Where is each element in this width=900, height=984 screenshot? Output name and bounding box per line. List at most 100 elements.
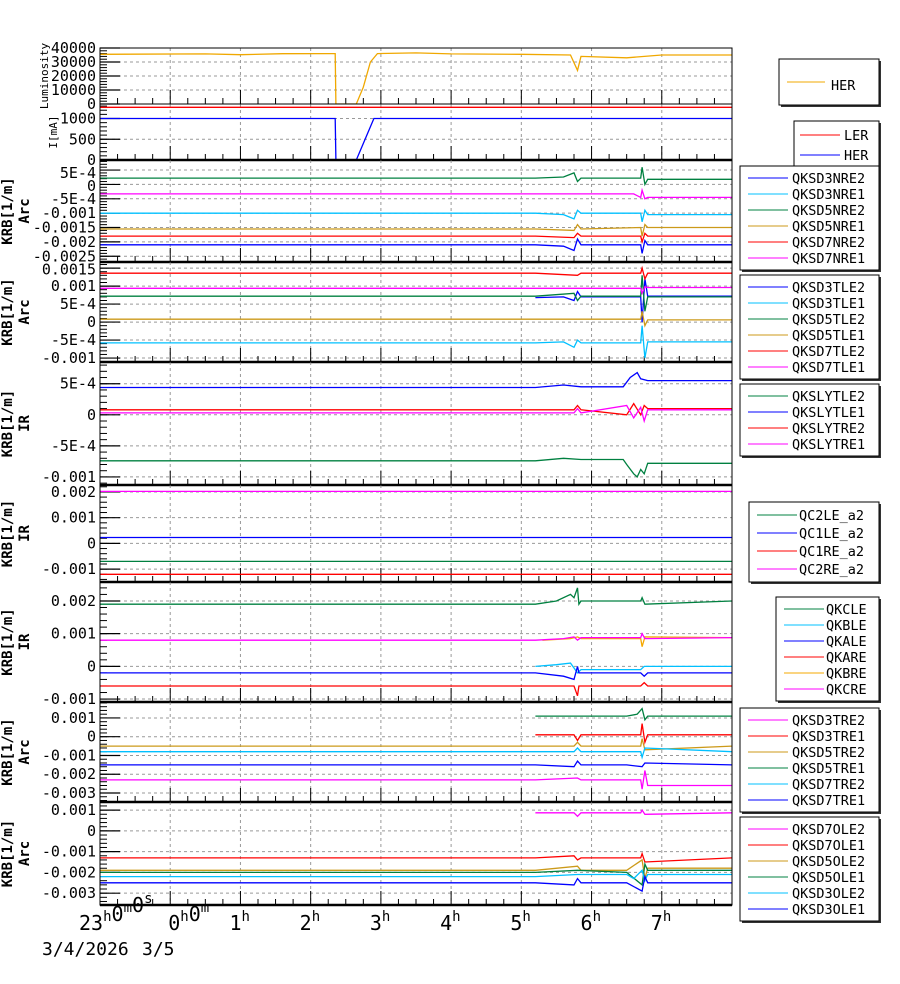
- plot-frame: [99, 581, 733, 703]
- series-her: [100, 52, 732, 104]
- y-tick-label: -0.0025: [33, 247, 96, 265]
- series-qkcre: [100, 632, 732, 642]
- y-tick-label: -0.001: [42, 349, 96, 367]
- y-tick-label: -0.002: [42, 765, 96, 783]
- series-qksd5tle2: [100, 275, 732, 312]
- y-tick-label: 0.002: [51, 592, 96, 610]
- x-tick-label-part: h: [382, 909, 390, 925]
- legend-panel-9: QKSD7OLE2QKSD7OLE1QKSD5OLE2QKSD5OLE1QKSD…: [739, 816, 881, 923]
- y-tick-label: -0.003: [42, 784, 96, 802]
- series-qksd5ole2: [100, 858, 732, 879]
- legend-panel-2: LER HER: [793, 120, 881, 171]
- y-tick-label: -0.001: [42, 468, 96, 486]
- x-tick-label-part: m: [201, 900, 209, 916]
- y-axis-sublabel: Arc: [17, 198, 33, 223]
- legend-entry: QKBLE: [826, 618, 867, 634]
- y-tick-label: 0.002: [51, 483, 96, 501]
- legend-entry: QKSD3NRE1: [792, 187, 865, 203]
- legend-entry: QKSLYTLE2: [792, 389, 865, 405]
- y-tick-label: 10000: [51, 81, 96, 99]
- legend-entry: QKSLYTRE2: [792, 421, 865, 437]
- legend-entry: QKSD3TRE1: [792, 729, 865, 745]
- y-tick-label: 0: [87, 313, 96, 331]
- y-tick-label: -0.001: [42, 746, 96, 764]
- y-tick-label: 0.001: [51, 277, 96, 295]
- series-qkslytre2: [100, 402, 732, 417]
- y-axis-label: I[mA]: [47, 115, 60, 148]
- x-date-label: 3/4/2026: [42, 939, 129, 960]
- y-tick-label: -0.001: [42, 690, 96, 708]
- x-tick-label-part: 5: [510, 911, 522, 935]
- x-tick-label-part: 0: [112, 902, 124, 926]
- y-axis-label: KRB[1/m]: [0, 278, 16, 345]
- legend-entry: QKSLYTRE1: [792, 437, 865, 453]
- x-tick-label-part: 6: [581, 911, 593, 935]
- x-tick-label-part: 0: [189, 902, 201, 926]
- legend-entry: QC2LE_a2: [799, 508, 864, 524]
- legend-entry: QKSD7NRE1: [792, 251, 865, 267]
- legend-entry: QKARE: [826, 650, 867, 666]
- y-axis-label: KRB[1/m]: [0, 820, 16, 887]
- series-qksd5nre2: [100, 167, 732, 187]
- y-tick-label: -5E-4: [51, 331, 96, 349]
- x-tick-label-part: 0: [168, 911, 180, 935]
- panel-6: 0.002 0.001 0 -0.001 KRB[1/m] IR: [0, 483, 733, 584]
- series-qkslytre1: [100, 404, 732, 424]
- x-tick-label-part: s: [144, 891, 152, 907]
- y-axis-label: KRB[1/m]: [0, 500, 16, 567]
- series-qksd3nre2: [100, 237, 732, 254]
- series-qksd7nre2: [100, 232, 732, 245]
- plot-frame: [99, 361, 733, 486]
- plot-frame: [99, 261, 733, 363]
- legend-entry: QKSD5TRE2: [792, 745, 865, 761]
- x-tick-label-part: h: [663, 909, 671, 925]
- legend-entry: QKCLE: [826, 602, 867, 618]
- y-tick-label: 1000: [60, 110, 96, 128]
- legend-entry: QKSD7OLE2: [792, 822, 865, 838]
- y-tick-label: 0: [87, 534, 96, 552]
- legend-entry: QKSD7TRE1: [792, 793, 865, 809]
- y-tick-label: 40000: [51, 39, 96, 57]
- y-tick-label: 20000: [51, 67, 96, 85]
- legend-panel-3: QKSD3NRE2QKSD3NRE1QKSD5NRE2QKSD5NRE1QKSD…: [739, 165, 881, 272]
- series-qksd7tle1: [100, 286, 732, 296]
- y-tick-label: 0.001: [51, 801, 96, 819]
- x-tick-label-part: h: [103, 909, 111, 925]
- series-qksd3ole2: [100, 869, 732, 883]
- legend-box: [739, 816, 880, 922]
- x-date-label: 3/5: [142, 939, 175, 960]
- series-qksd5nre1: [100, 223, 732, 237]
- legend-entry: QKSD3OLE2: [792, 886, 865, 902]
- y-tick-label: 500: [69, 130, 96, 148]
- y-axis-sublabel: IR: [17, 633, 33, 650]
- legend-entry: QKSD5TRE1: [792, 761, 865, 777]
- x-tick-label: 23h0m0s: [79, 891, 153, 935]
- y-axis-sublabel: IR: [17, 415, 33, 432]
- series-qkcle: [100, 587, 732, 607]
- x-tick-label-part: m: [124, 900, 132, 916]
- x-tick-label: 6h: [581, 909, 601, 935]
- legend-entry: QKSD3TRE2: [792, 713, 865, 729]
- y-tick-label: 5E-4: [60, 375, 96, 393]
- legend-box: [775, 596, 880, 702]
- plot-frame: [99, 103, 733, 161]
- legend-entry: QKSD7NRE2: [792, 235, 865, 251]
- y-axis-sublabel: Arc: [17, 739, 33, 764]
- x-tick-label: 1h: [229, 909, 249, 935]
- y-tick-label: -5E-4: [51, 190, 96, 208]
- y-axis-sublabel: Arc: [17, 841, 33, 866]
- legend-entry: QC2RE_a2: [799, 562, 864, 578]
- x-tick-label: 7h: [651, 909, 671, 935]
- x-tick-label: 5h: [510, 909, 530, 935]
- x-tick-label-part: h: [522, 909, 530, 925]
- y-tick-label: -0.001: [42, 204, 96, 222]
- y-axis-label: KRB[1/m]: [0, 718, 16, 785]
- x-tick-label: 0h0m: [168, 900, 209, 935]
- legend-entry: QKCRE: [826, 682, 867, 698]
- x-tick-label: 4h: [440, 909, 460, 935]
- legend-entry: QKSD5OLE1: [792, 870, 865, 886]
- series-qkale: [100, 666, 732, 681]
